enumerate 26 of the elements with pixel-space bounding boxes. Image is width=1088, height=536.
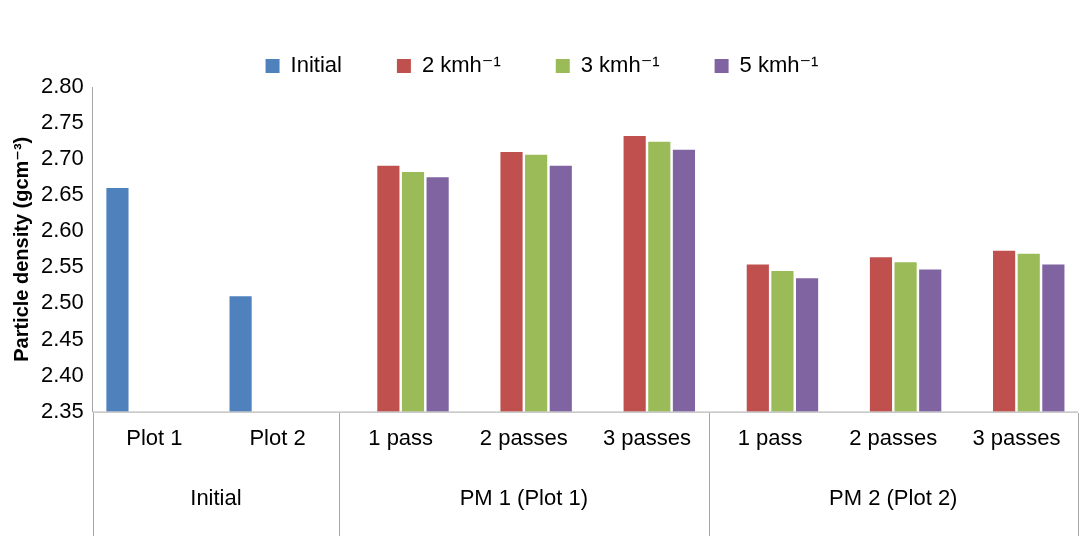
y-tick-label: 2.35 bbox=[40, 397, 84, 423]
y-axis-title: Particle density (gcm⁻³) bbox=[9, 136, 32, 362]
y-tick-label: 2.45 bbox=[40, 325, 84, 351]
x-tick-label: 3 passes bbox=[602, 424, 692, 450]
text: PM 1 (Plot 1) bbox=[459, 484, 589, 511]
x-tick-label: 2 passes bbox=[849, 424, 938, 450]
y-tick-label: 2.75 bbox=[40, 109, 84, 135]
x-tick-label: 3 passes bbox=[972, 424, 1061, 450]
text: PM 2 (Plot 2) bbox=[829, 484, 958, 511]
y-tick-label: 2.80 bbox=[40, 73, 84, 99]
y-tick-label: 2.40 bbox=[40, 361, 84, 387]
legend-label: Initial bbox=[290, 52, 342, 78]
y-tick-label: 2.65 bbox=[40, 181, 84, 207]
y-tick-label: 2.50 bbox=[40, 289, 84, 315]
y-tick-label: 2.55 bbox=[40, 253, 84, 279]
x-tick-label: 2 passes bbox=[479, 424, 568, 450]
x-tick-label: Plot 2 bbox=[249, 424, 306, 450]
legend-label: 2 kmh⁻¹ bbox=[421, 52, 501, 78]
x-tick-label: Plot 1 bbox=[126, 424, 183, 450]
x-tick-label: 1 pass bbox=[368, 424, 434, 450]
text: Initial bbox=[190, 484, 242, 511]
y-tick-label: 2.70 bbox=[40, 145, 84, 171]
legend-label: 3 kmh⁻¹ bbox=[580, 52, 660, 78]
legend-label: 5 kmh⁻¹ bbox=[739, 52, 819, 78]
y-tick-label: 2.60 bbox=[40, 217, 84, 243]
x-tick-label: 1 pass bbox=[737, 424, 803, 450]
